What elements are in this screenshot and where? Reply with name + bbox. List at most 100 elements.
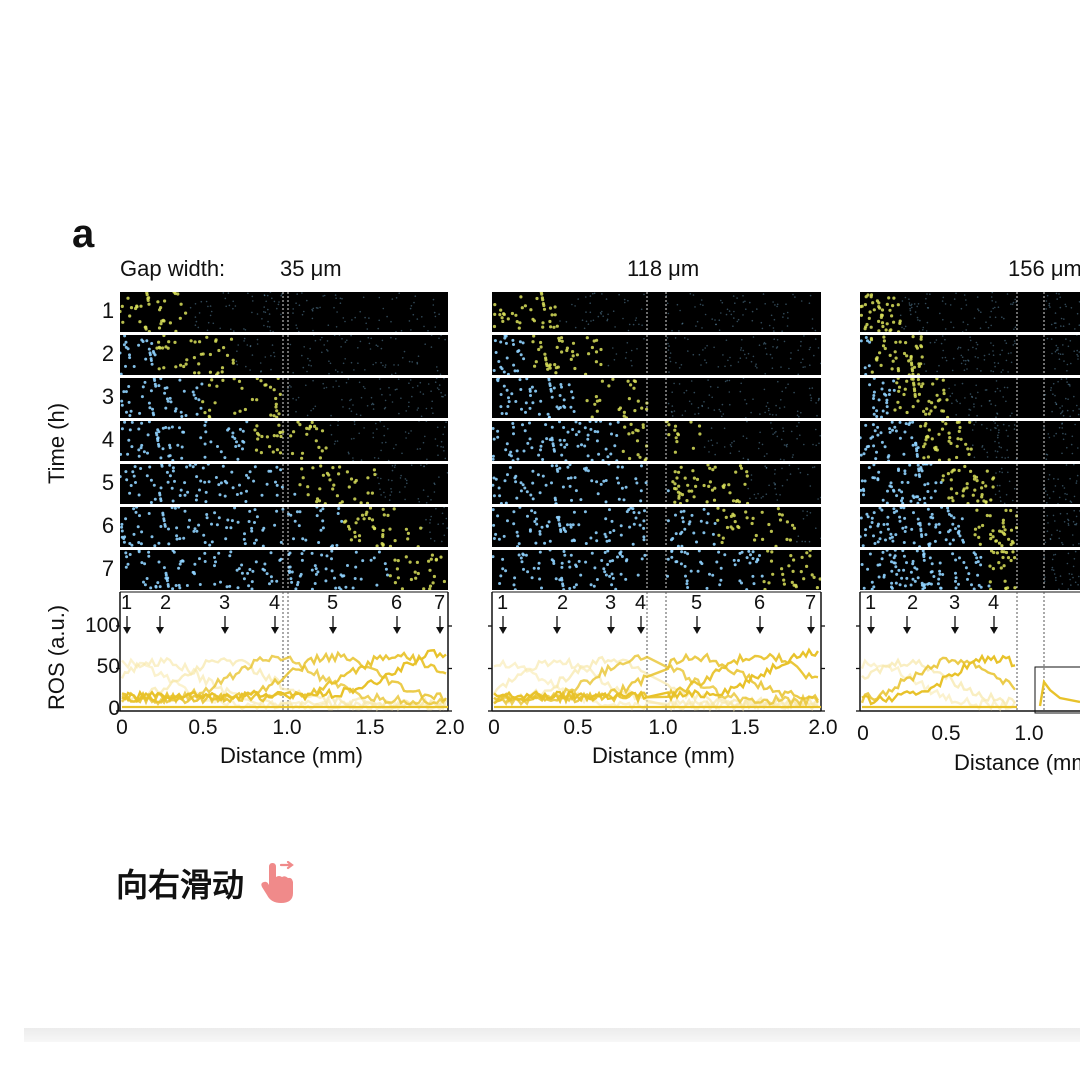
microscopy-strip: [492, 507, 821, 547]
time-row-label: 4: [101, 427, 115, 452]
arrow-label: 5: [691, 592, 703, 614]
x-tick-label: 0: [488, 716, 500, 739]
microscopy-strip: [492, 550, 821, 590]
microscopy-strip: [860, 464, 1080, 504]
inset-trace: [1038, 679, 1080, 707]
panel-title-118: 118 μm: [627, 256, 700, 281]
arrow-label: 7: [805, 592, 817, 614]
time-arrow-head: [156, 627, 164, 634]
x-tick-label: 2.0: [435, 716, 465, 739]
panel-title-156: 156 μm: [1008, 256, 1080, 281]
time-arrow-head: [903, 627, 911, 634]
time-row-label: 2: [101, 341, 115, 366]
microscopy-strip: [120, 507, 448, 547]
time-row-label: 7: [101, 556, 115, 581]
swipe-hint-text: 向右滑动: [116, 866, 245, 904]
arrow-label: 6: [391, 592, 403, 614]
microscopy-strip: [860, 292, 1080, 332]
arrow-label: 4: [269, 592, 281, 614]
time-arrow-head: [329, 627, 337, 634]
microscopy-strip: [492, 378, 821, 418]
microscopy-strip: [492, 292, 821, 332]
ros-trace: [861, 657, 1016, 707]
x-tick-label: 1.0: [1014, 722, 1044, 745]
x-tick-label: 0.5: [188, 716, 218, 739]
time-row-label: 1: [101, 298, 115, 323]
time-arrow-head: [393, 627, 401, 634]
microscopy-strip: [492, 464, 821, 504]
x-tick-label: 2.0: [808, 716, 838, 739]
panel-title-35: 35 μm: [280, 256, 342, 281]
time-arrow-head: [123, 627, 131, 634]
time-row-label: 3: [101, 384, 115, 409]
x-tick-label: 0: [116, 716, 128, 739]
microscopy-strip: [492, 421, 821, 461]
x-tick-label: 0.5: [931, 722, 961, 745]
arrow-label: 4: [635, 592, 647, 614]
time-arrow-head: [436, 627, 444, 634]
arrow-label: 3: [605, 592, 617, 614]
time-arrow-head: [271, 627, 279, 634]
y-tick-label: 100: [84, 614, 120, 637]
arrow-label: 2: [557, 592, 569, 614]
x-tick-label: 1.5: [355, 716, 385, 739]
time-row-label: 6: [101, 513, 115, 538]
x-axis-label: Distance (mm): [220, 743, 364, 768]
microscopy-strip: [120, 464, 448, 504]
x-axis-label: Distance (mm): [592, 743, 736, 768]
swipe-hint: 向右滑动: [116, 860, 297, 913]
arrow-label: 7: [434, 592, 446, 614]
microscopy-strip: [120, 292, 448, 332]
microscopy-strip: [860, 550, 1080, 590]
time-arrow-head: [499, 627, 507, 634]
inset-box: [1034, 666, 1080, 714]
time-arrow-head: [867, 627, 875, 634]
panel-letter: a: [72, 212, 95, 256]
microscopy-strip: [120, 550, 448, 590]
footer-divider: [24, 1028, 1080, 1042]
y-tick-label: 50: [96, 655, 120, 678]
microscopy-strip: [860, 421, 1080, 461]
time-arrow-head: [990, 627, 998, 634]
time-arrow-head: [607, 627, 615, 634]
time-arrow-head: [553, 627, 561, 634]
ros-trace: [121, 649, 447, 703]
time-row-label: 5: [101, 470, 115, 495]
arrow-label: 6: [754, 592, 766, 614]
time-arrow-head: [756, 627, 764, 634]
ros-trace: [121, 651, 447, 705]
ros-trace: [860, 656, 1016, 704]
ros-trace: [861, 653, 1016, 706]
time-arrow-head: [221, 627, 229, 634]
x-tick-label: 1.0: [648, 716, 678, 739]
microscopy-strip: [120, 335, 448, 375]
arrow-label: 1: [865, 592, 877, 614]
arrow-label: 1: [497, 592, 509, 614]
microscopy-strip: [120, 378, 448, 418]
arrow-label: 5: [327, 592, 339, 614]
x-tick-label: 0: [857, 722, 869, 745]
ros-plots: [116, 591, 1080, 714]
gap-width-label: Gap width:: [120, 256, 226, 281]
x-axis-label: Distance (mm): [954, 750, 1080, 775]
arrow-label: 4: [988, 592, 1000, 614]
microscopy-strip: [492, 335, 821, 375]
ros-trace: [493, 647, 819, 703]
arrow-label: 2: [907, 592, 919, 614]
ros-trace: [493, 656, 819, 711]
arrow-label: 3: [949, 592, 961, 614]
pointing-hand-icon: [259, 860, 297, 913]
time-arrow-head: [951, 627, 959, 634]
time-arrow-head: [693, 627, 701, 634]
arrow-label: 3: [219, 592, 231, 614]
x-tick-label: 1.5: [730, 716, 760, 739]
microscopy-strip: [860, 335, 1080, 375]
microscopy-strip: [860, 507, 1080, 547]
arrow-label: 2: [160, 592, 172, 614]
time-arrow-head: [637, 627, 645, 634]
x-tick-label: 0.5: [563, 716, 593, 739]
time-arrow-head: [807, 627, 815, 634]
y-tick-label: 0: [108, 697, 120, 720]
microscopy-strip: [120, 421, 448, 461]
microscopy-strip: [860, 378, 1080, 418]
